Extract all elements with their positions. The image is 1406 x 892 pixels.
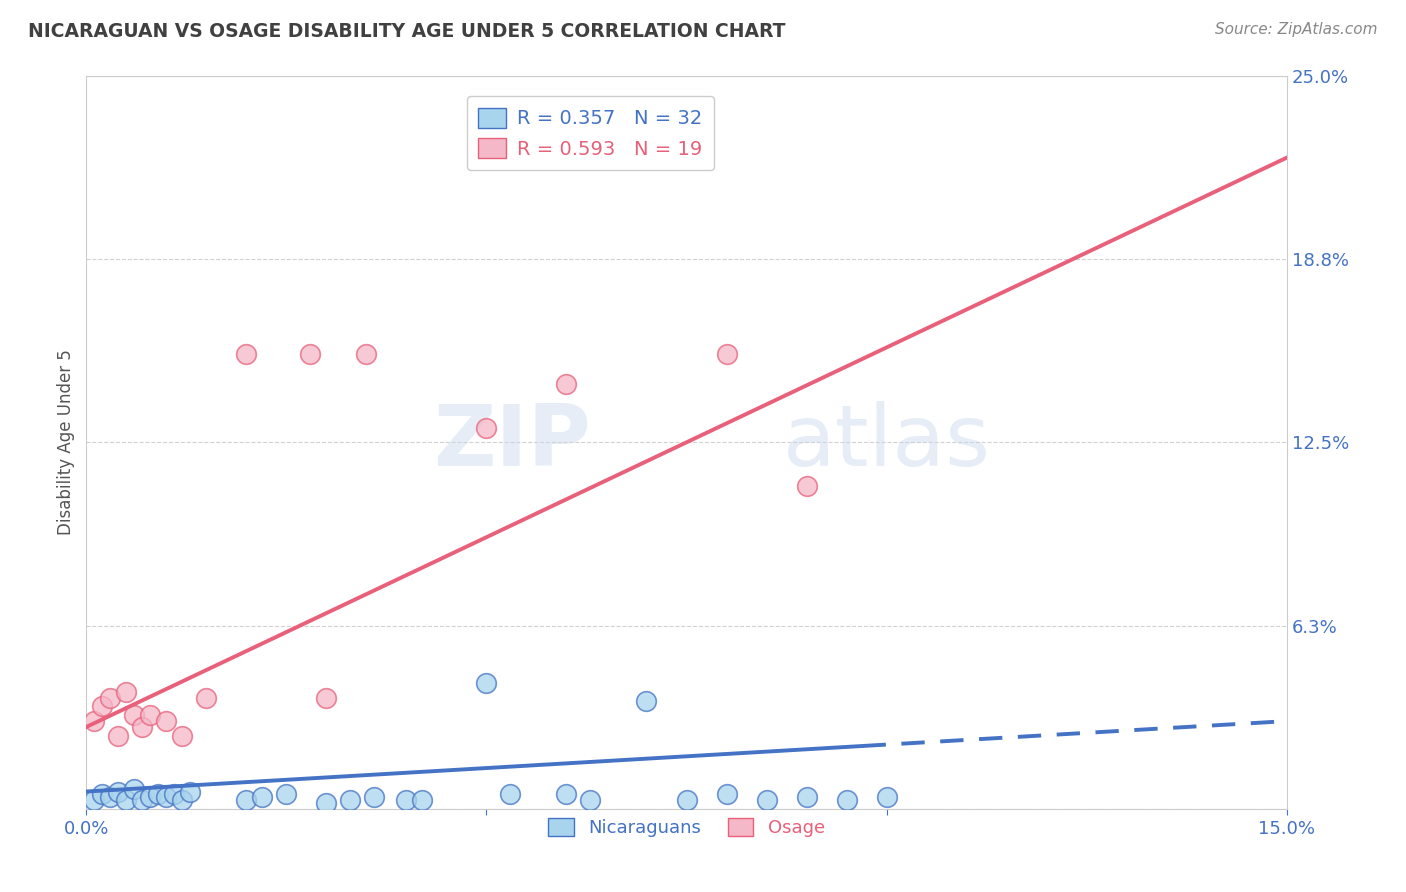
Point [716,347,738,361]
Point [172,793,194,807]
Point [876,790,898,805]
Point [299,347,322,361]
Point [555,376,578,391]
Text: NICARAGUAN VS OSAGE DISABILITY AGE UNDER 5 CORRELATION CHART: NICARAGUAN VS OSAGE DISABILITY AGE UNDER… [28,22,786,41]
Point [91,699,114,714]
Point [107,729,129,743]
Point [155,790,177,805]
Point [107,784,129,798]
Point [675,793,697,807]
Point [499,788,522,802]
Point [796,479,818,493]
Point [835,793,858,807]
Point [636,693,658,707]
Point [139,708,162,723]
Point [339,793,361,807]
Point [131,720,153,734]
Point [83,714,105,728]
Point [124,708,146,723]
Legend: Nicaraguans, Osage: Nicaraguans, Osage [541,810,832,844]
Point [98,690,121,705]
Point [98,790,121,805]
Point [91,788,114,802]
Point [124,781,146,796]
Point [155,714,177,728]
Point [276,788,298,802]
Point [235,347,257,361]
Point [475,420,498,434]
Point [363,790,385,805]
Text: Source: ZipAtlas.com: Source: ZipAtlas.com [1215,22,1378,37]
Point [163,788,186,802]
Point [315,690,337,705]
Point [411,793,433,807]
Point [555,788,578,802]
Point [475,676,498,690]
Point [131,793,153,807]
Point [395,793,418,807]
Point [115,685,138,699]
Point [716,788,738,802]
Y-axis label: Disability Age Under 5: Disability Age Under 5 [58,350,75,535]
Text: atlas: atlas [783,401,991,483]
Text: ZIP: ZIP [433,401,591,483]
Point [796,790,818,805]
Point [148,788,170,802]
Point [83,793,105,807]
Point [252,790,274,805]
Point [195,690,218,705]
Point [172,729,194,743]
Point [755,793,778,807]
Point [235,793,257,807]
Point [315,797,337,811]
Point [356,347,378,361]
Point [115,793,138,807]
Point [179,784,201,798]
Point [139,790,162,805]
Point [579,793,602,807]
